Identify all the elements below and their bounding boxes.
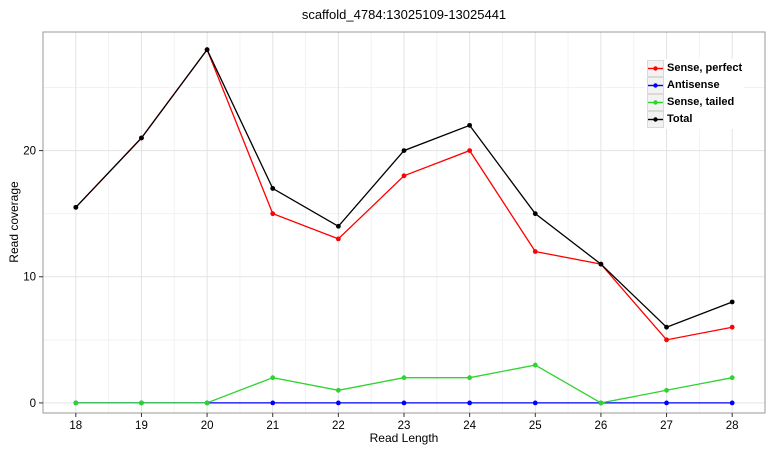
legend-key-sense-perfect-icon bbox=[647, 60, 664, 77]
data-point bbox=[335, 387, 341, 393]
data-point bbox=[467, 400, 473, 406]
data-point bbox=[729, 400, 735, 406]
x-tick-label: 25 bbox=[529, 420, 542, 432]
chart-title: scaffold_4784:13025109-13025441 bbox=[301, 7, 507, 22]
data-point bbox=[664, 400, 669, 406]
y-tick-label: 10 bbox=[23, 272, 36, 284]
data-point bbox=[598, 261, 604, 267]
data-point bbox=[532, 400, 538, 406]
data-point bbox=[532, 211, 538, 217]
data-point bbox=[532, 249, 538, 254]
data-point bbox=[532, 362, 538, 368]
data-point bbox=[335, 223, 341, 229]
data-point bbox=[401, 400, 407, 406]
data-point bbox=[467, 375, 473, 381]
legend-label: Sense, tailed bbox=[667, 96, 735, 108]
x-axis-label: Read Length bbox=[369, 431, 439, 445]
data-point bbox=[467, 148, 473, 153]
legend-label: Antisense bbox=[667, 79, 720, 91]
data-point bbox=[270, 400, 276, 406]
legend-row-sense-perfect: Sense, perfect bbox=[647, 60, 742, 77]
x-tick-label: 27 bbox=[660, 420, 673, 432]
data-point bbox=[401, 173, 407, 179]
data-point bbox=[401, 375, 407, 381]
legend-row-antisense: Antisense bbox=[647, 77, 742, 94]
x-tick-label: 22 bbox=[332, 420, 345, 432]
data-point bbox=[73, 204, 79, 210]
data-point bbox=[335, 236, 341, 242]
x-tick-label: 18 bbox=[69, 420, 82, 432]
y-tick-label: 0 bbox=[30, 398, 36, 410]
legend-label: Sense, perfect bbox=[667, 62, 743, 74]
data-point bbox=[204, 400, 210, 406]
data-point bbox=[270, 375, 276, 381]
data-point bbox=[729, 299, 735, 305]
x-tick-label: 20 bbox=[201, 420, 214, 432]
legend-key-total-icon bbox=[647, 111, 664, 128]
data-point bbox=[664, 387, 669, 393]
legend-row-total: Total bbox=[647, 111, 742, 128]
x-tick-label: 28 bbox=[726, 420, 739, 432]
x-tick-label: 24 bbox=[463, 420, 476, 432]
legend-label: Total bbox=[667, 113, 693, 125]
x-tick-label: 19 bbox=[135, 420, 148, 432]
legend-key-sense-tailed-icon bbox=[647, 94, 664, 111]
data-point bbox=[729, 324, 735, 330]
data-point bbox=[73, 400, 79, 406]
legend-key-antisense-icon bbox=[647, 77, 664, 94]
legend-row-sense-tailed: Sense, tailed bbox=[647, 94, 742, 111]
data-point bbox=[139, 400, 144, 406]
x-tick-label: 26 bbox=[595, 420, 608, 432]
data-point bbox=[401, 148, 407, 153]
data-point bbox=[664, 324, 669, 330]
y-tick-label: 20 bbox=[23, 146, 36, 158]
data-point bbox=[139, 135, 144, 141]
data-point bbox=[598, 400, 604, 406]
data-point bbox=[270, 211, 276, 217]
x-tick-label: 23 bbox=[398, 420, 411, 432]
data-point bbox=[729, 375, 735, 381]
data-point bbox=[335, 400, 341, 406]
x-tick-label: 21 bbox=[266, 420, 279, 432]
data-point bbox=[664, 337, 669, 343]
data-point bbox=[204, 47, 210, 53]
legend: Sense, perfect Antisense Sense, tailed T… bbox=[645, 59, 745, 129]
data-point bbox=[467, 122, 473, 128]
data-point bbox=[270, 186, 276, 191]
